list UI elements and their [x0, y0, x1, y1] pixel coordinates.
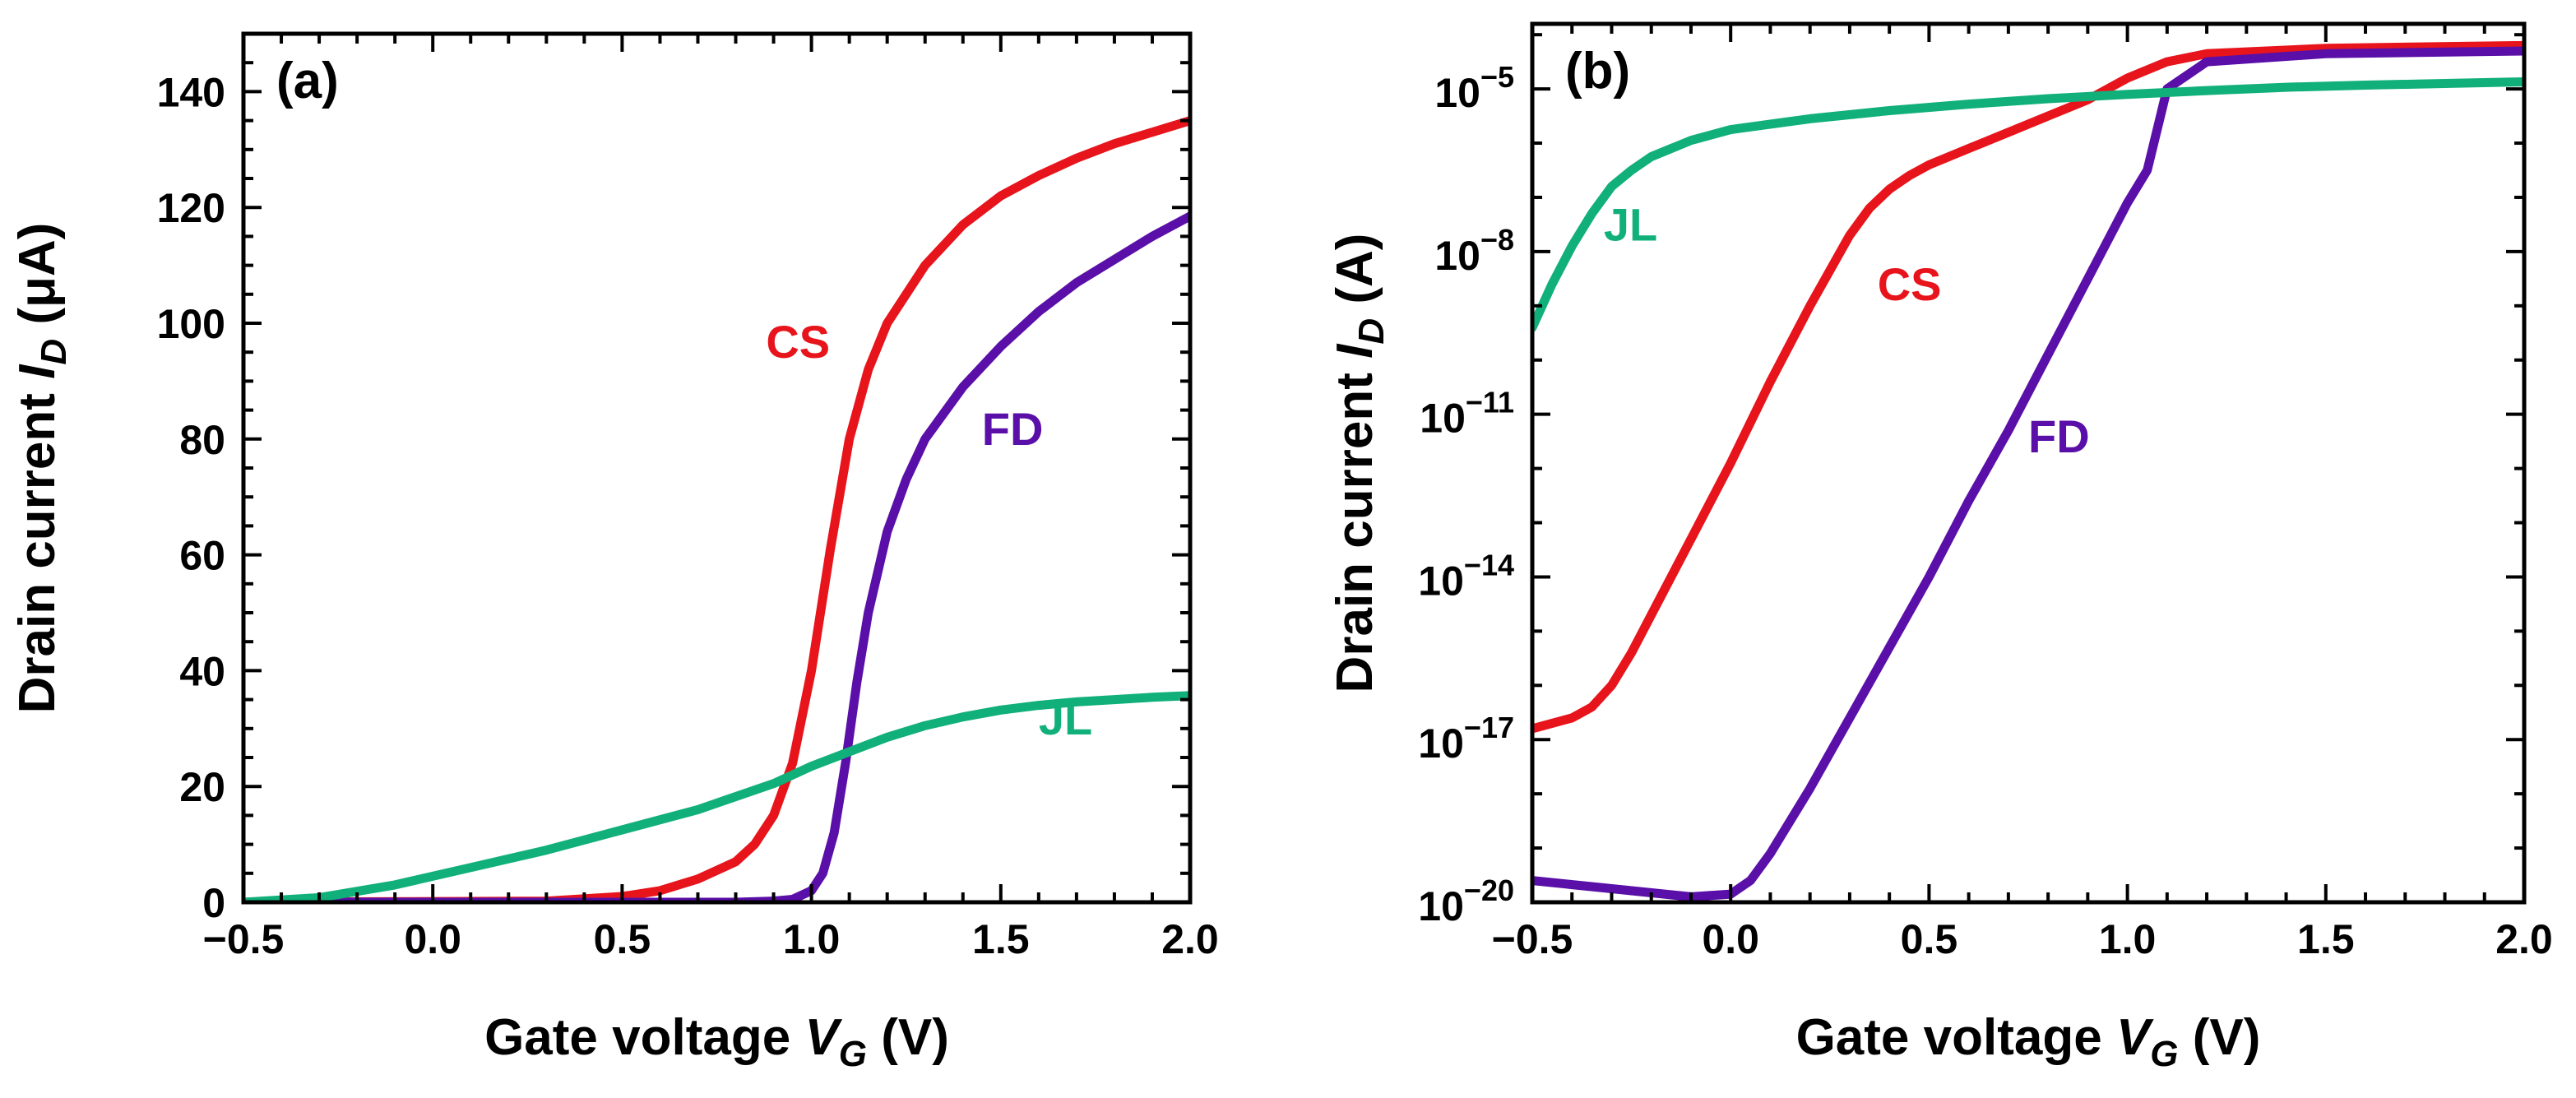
x-axis-title-variable: V — [804, 1009, 842, 1066]
y-tick-label-base: 10 — [1418, 558, 1464, 604]
x-tick-label: 1.0 — [2099, 916, 2157, 962]
y-tick-label-base: 10 — [1434, 70, 1480, 116]
y-axis-title-subscript: D — [1351, 318, 1392, 345]
panel-a: CS FD JL −0.5 0.0 0.5 1.0 1.5 2.0 0 20 40 60 80 100 120… — [9, 31, 1219, 1074]
y-tick-label-base: 10 — [1418, 720, 1464, 767]
series-jl-label: JL — [1039, 693, 1092, 744]
y-tick-label: 10−8 — [1434, 223, 1514, 279]
y-tick-label-base: 10 — [1420, 396, 1466, 442]
series-fd-label: FD — [982, 403, 1044, 455]
x-tick-label: 2.0 — [2495, 916, 2553, 962]
x-axis-title-text: Gate voltage — [484, 1009, 804, 1066]
x-tick-label: 0.0 — [1702, 916, 1759, 962]
y-axis-title-variable: I — [9, 364, 66, 379]
y-axis-title: Drain current ID (μA) — [9, 223, 74, 714]
y-axis-title-subscript: D — [34, 339, 74, 365]
y-tick-label: 10−11 — [1420, 386, 1514, 442]
series-cs-label: CS — [766, 316, 830, 368]
panel-a-curves — [243, 116, 1190, 902]
series-cs-line — [1532, 40, 2524, 734]
y-tick-label: 0 — [202, 880, 225, 926]
x-tick-label: −0.5 — [203, 916, 285, 962]
x-tick-label: 2.0 — [1161, 916, 1219, 962]
y-tick-label: 10−5 — [1434, 60, 1514, 116]
panel-a-label: (a) — [276, 53, 339, 109]
y-tick-label-exponent: −5 — [1480, 60, 1514, 94]
series-fd-label: FD — [2028, 410, 2090, 462]
y-tick-label: 100 — [157, 301, 225, 347]
y-tick-label: 10−17 — [1418, 711, 1514, 767]
y-axis-title-unit: (A) — [1327, 234, 1383, 318]
series-jl-label: JL — [1604, 199, 1657, 251]
y-tick-label: 40 — [179, 648, 225, 694]
x-axis-title-variable: V — [2116, 1009, 2154, 1066]
y-tick-label-base: 10 — [1418, 883, 1464, 929]
y-axis-title-text: Drain current — [1327, 359, 1383, 693]
series-fd-line — [243, 211, 1190, 902]
y-axis-title-unit: (μA) — [9, 223, 66, 339]
y-tick-label: 10−20 — [1418, 873, 1514, 929]
y-tick-label: 60 — [179, 533, 225, 579]
x-tick-label: 1.5 — [2297, 916, 2355, 962]
y-tick-label: 120 — [157, 185, 225, 231]
x-axis-title: Gate voltage VG (V) — [484, 1009, 949, 1074]
series-jl-line — [1532, 77, 2524, 332]
x-tick-label: 1.0 — [783, 916, 841, 962]
x-axis-title-subscript: G — [2150, 1034, 2178, 1074]
series-cs-label: CS — [1878, 258, 1942, 310]
x-axis-title: Gate voltage VG (V) — [1796, 1009, 2261, 1074]
x-axis-title-text: Gate voltage — [1796, 1009, 2116, 1066]
x-tick-label: 0.5 — [594, 916, 651, 962]
x-axis-title-unit: (V) — [2179, 1009, 2261, 1066]
panel-a-frame — [241, 31, 1193, 905]
y-axis-title-text: Drain current — [9, 379, 66, 714]
y-tick-label-base: 10 — [1434, 233, 1480, 279]
y-tick-label: 80 — [179, 417, 225, 463]
y-tick-label-exponent: −11 — [1466, 386, 1514, 419]
x-axis-title-subscript: G — [839, 1034, 867, 1074]
series-fd-line — [1532, 46, 2524, 901]
x-tick-label: 0.0 — [404, 916, 461, 962]
panel-b-frame — [1530, 21, 2527, 905]
panel-b-label: (b) — [1565, 43, 1630, 100]
x-axis-title-unit: (V) — [867, 1009, 949, 1066]
y-tick-label-exponent: −20 — [1464, 873, 1514, 907]
y-tick-label: 140 — [157, 69, 225, 115]
y-tick-label: 20 — [179, 764, 225, 810]
y-axis-title-variable: I — [1327, 343, 1383, 359]
x-tick-label: 1.5 — [972, 916, 1030, 962]
x-tick-label: −0.5 — [1492, 916, 1573, 962]
y-tick-label-exponent: −8 — [1480, 223, 1514, 257]
y-tick-label-exponent: −17 — [1464, 711, 1514, 744]
series-cs-line — [243, 116, 1190, 902]
y-axis-title: Drain current ID (A) — [1327, 234, 1392, 693]
panel-b-curves — [1532, 40, 2524, 901]
series-jl-line — [243, 691, 1190, 902]
y-tick-label: 10−14 — [1418, 548, 1514, 604]
y-tick-label-exponent: −14 — [1464, 548, 1514, 581]
x-tick-label: 0.5 — [1901, 916, 1958, 962]
